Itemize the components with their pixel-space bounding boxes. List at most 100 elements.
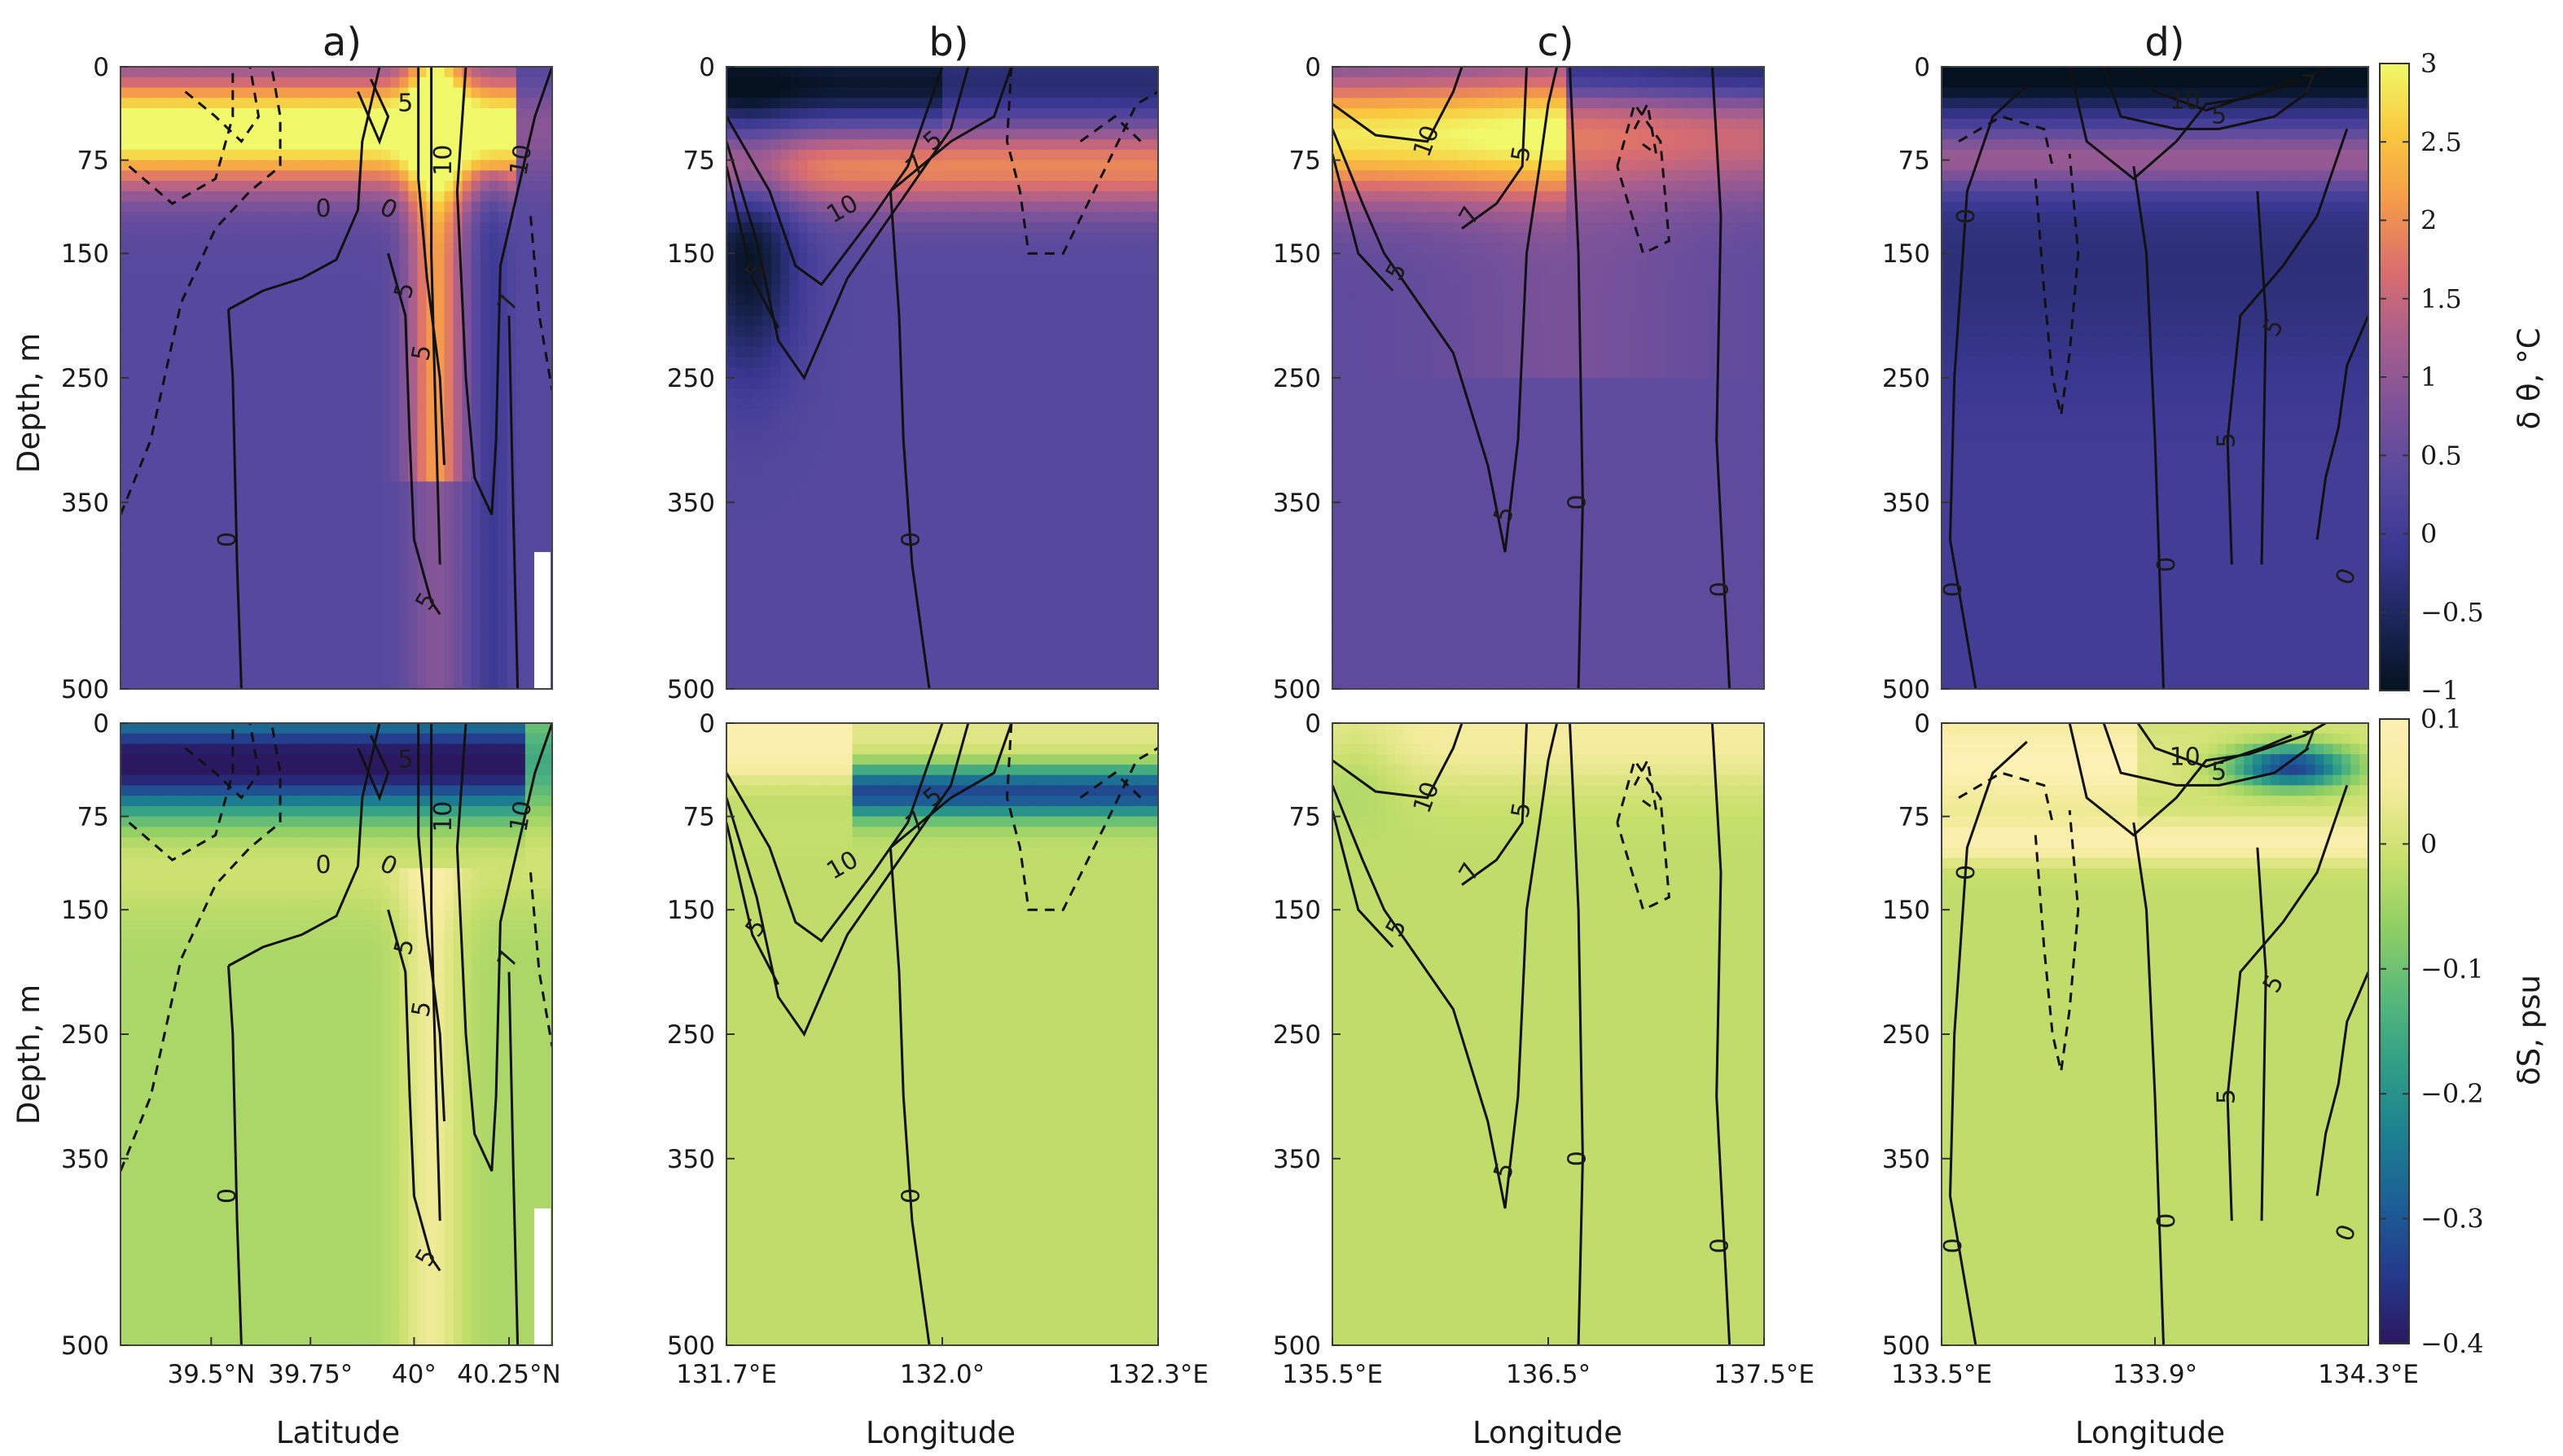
heatmap-cell: [210, 367, 221, 379]
heatmap-cell: [861, 367, 871, 379]
heatmap-cell: [453, 253, 463, 265]
heatmap-cell: [1023, 357, 1034, 369]
heatmap-cell: [129, 232, 139, 244]
heatmap-cell: [381, 440, 392, 451]
heatmap-cell: [381, 606, 392, 617]
heatmap-cell: [255, 170, 266, 182]
heatmap-cell: [960, 243, 970, 254]
heatmap-cell: [345, 191, 355, 203]
heatmap-cell: [1005, 388, 1016, 400]
heatmap-cell: [753, 107, 763, 120]
heatmap-cell: [480, 564, 490, 576]
heatmap-cell: [507, 191, 517, 203]
heatmap-cell: [255, 160, 266, 172]
heatmap-cell: [1005, 336, 1016, 348]
heatmap-cell: [129, 460, 139, 472]
heatmap-cell: [390, 657, 401, 669]
heatmap-cell: [507, 637, 517, 648]
heatmap-cell: [524, 87, 535, 99]
heatmap-cell: [524, 606, 535, 617]
heatmap-cell: [210, 160, 221, 172]
heatmap-cell: [372, 222, 383, 234]
heatmap-cell: [372, 263, 383, 275]
heatmap-cell: [507, 98, 517, 109]
heatmap-cell: [444, 98, 454, 109]
heatmap-cell: [1032, 409, 1042, 420]
heatmap-cell: [516, 191, 526, 203]
heatmap-cell: [726, 367, 736, 379]
heatmap-cell: [462, 149, 472, 161]
heatmap-cell: [516, 149, 526, 161]
heatmap-cell: [210, 295, 221, 306]
heatmap-cell: [879, 357, 889, 369]
heatmap-cell: [480, 429, 490, 441]
heatmap-cell: [246, 170, 257, 182]
heatmap-cell: [165, 595, 176, 607]
heatmap-cell: [1113, 222, 1123, 234]
heatmap-cell: [861, 419, 871, 431]
heatmap-cell: [533, 149, 544, 161]
heatmap-cell: [789, 212, 800, 223]
heatmap-cell: [735, 460, 745, 472]
heatmap-cell: [924, 357, 934, 369]
heatmap-cell: [336, 471, 346, 483]
heatmap-cell: [363, 512, 373, 524]
heatmap-cell: [1005, 409, 1016, 420]
heatmap-cell: [219, 263, 230, 275]
heatmap-cell: [1059, 284, 1069, 296]
heatmap-cell: [129, 295, 139, 306]
heatmap-cell: [121, 481, 130, 493]
heatmap-cell: [444, 657, 454, 669]
heatmap-cell: [192, 253, 203, 265]
heatmap-cell: [273, 98, 283, 109]
heatmap-cell: [533, 481, 544, 493]
heatmap-cell: [906, 492, 916, 503]
heatmap-cell: [408, 118, 419, 130]
heatmap-cell: [309, 460, 319, 472]
heatmap-cell: [246, 585, 257, 597]
heatmap-cell: [129, 554, 139, 565]
heatmap-cell: [1130, 212, 1141, 223]
heatmap-cell: [228, 274, 239, 286]
heatmap-cell: [174, 492, 185, 503]
heatmap-cell: [273, 118, 283, 130]
heatmap-cell: [542, 336, 552, 348]
heatmap-cell: [816, 222, 827, 234]
heatmap-cell: [1005, 222, 1016, 234]
heatmap-cell: [327, 554, 337, 565]
heatmap-cell: [255, 139, 266, 151]
heatmap-cell: [309, 98, 319, 109]
heatmap-cell: [825, 502, 836, 514]
heatmap-cell: [834, 295, 845, 306]
heatmap-cell: [897, 149, 907, 161]
heatmap-cell: [300, 107, 310, 120]
heatmap-cell: [1059, 67, 1069, 78]
heatmap-cell: [1041, 274, 1051, 286]
heatmap-cell: [264, 409, 274, 420]
heatmap-cell: [762, 409, 773, 420]
heatmap-cell: [300, 543, 310, 555]
heatmap-cell: [996, 367, 1007, 379]
heatmap-cell: [201, 523, 212, 534]
heatmap-cell: [1050, 492, 1060, 503]
heatmap-cell: [444, 502, 454, 514]
heatmap-cell: [735, 67, 745, 78]
heatmap-cell: [219, 616, 230, 628]
heatmap-cell: [480, 346, 490, 358]
heatmap-cell: [237, 481, 248, 493]
heatmap-cell: [399, 657, 410, 669]
heatmap-cell: [381, 326, 392, 337]
heatmap-cell: [834, 367, 845, 379]
heatmap-cell: [960, 450, 970, 462]
heatmap-cell: [753, 263, 763, 275]
heatmap-cell: [524, 512, 535, 524]
heatmap-cell: [744, 191, 754, 203]
heatmap-cell: [516, 460, 526, 472]
heatmap-cell: [879, 481, 889, 493]
heatmap-cell: [542, 67, 552, 78]
heatmap-cell: [735, 450, 745, 462]
heatmap-cell: [147, 149, 157, 161]
heatmap-cell: [345, 139, 355, 151]
heatmap-cell: [327, 139, 337, 151]
heatmap-cell: [462, 357, 472, 369]
